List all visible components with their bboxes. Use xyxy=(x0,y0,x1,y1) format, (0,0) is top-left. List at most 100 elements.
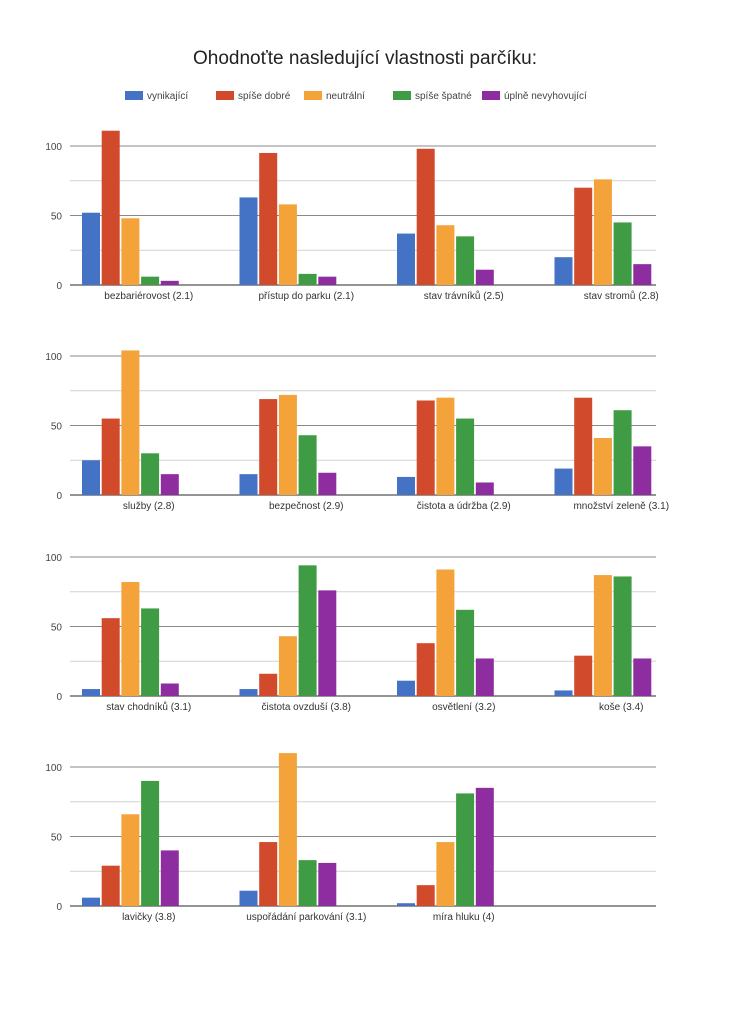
bar-4-3-4 xyxy=(456,793,475,906)
bar-3-2-2 xyxy=(259,673,278,696)
bar-2-3-5 xyxy=(475,482,494,495)
bar-3-1-3 xyxy=(121,582,140,696)
bar-4-2-4 xyxy=(298,860,317,906)
y-tick-label: 100 xyxy=(45,352,62,363)
legend-label-0: vynikající xyxy=(147,91,188,102)
bar-3-4-3 xyxy=(593,575,612,696)
chart-panel-2: 0 50 100 služby (2.8) bezpečnost (2.9) čistot… xyxy=(45,350,669,512)
y-tick-label: 50 xyxy=(51,422,63,433)
bar-3-4-2 xyxy=(574,655,593,696)
legend-label-4: úplně nevyhovující xyxy=(504,91,587,102)
bar-2-4-3 xyxy=(593,438,612,495)
bar-1-2-3 xyxy=(278,204,297,285)
category-label: služby (2.8) xyxy=(123,501,175,512)
y-tick-label: 50 xyxy=(51,623,63,634)
bar-3-3-1 xyxy=(397,680,415,696)
bar-1-2-5 xyxy=(318,276,337,285)
bar-3-2-4 xyxy=(298,565,317,696)
category-label: čistota a údržba (2.9) xyxy=(417,501,511,512)
bar-3-1-4 xyxy=(141,608,160,696)
bar-2-1-5 xyxy=(160,474,179,495)
bar-2-1-3 xyxy=(121,350,140,495)
category-label: lavičky (3.8) xyxy=(122,912,175,923)
bar-1-3-5 xyxy=(475,269,494,285)
chart-legend: vynikající spíše dobré neutrální spíše špat… xyxy=(125,91,587,102)
bar-1-1-5 xyxy=(160,280,179,285)
bar-2-4-4 xyxy=(613,410,632,495)
category-label: bezbariérovost (2.1) xyxy=(104,291,193,302)
bar-1-1-2 xyxy=(101,130,120,285)
bar-3-3-5 xyxy=(475,658,494,696)
bar-4-1-1 xyxy=(82,897,100,906)
bar-1-3-1 xyxy=(397,233,415,285)
category-label: čistota ovzduší (3.8) xyxy=(262,702,351,713)
bar-2-4-2 xyxy=(574,397,593,495)
bar-3-4-1 xyxy=(554,690,573,696)
bar-4-1-2 xyxy=(101,865,120,906)
bar-2-2-2 xyxy=(259,399,278,495)
category-label: množství zeleně (3.1) xyxy=(573,501,669,512)
legend-swatch-0 xyxy=(125,91,143,100)
bar-2-2-4 xyxy=(298,435,317,495)
bar-1-2-4 xyxy=(298,273,317,285)
legend-label-1: spíše dobré xyxy=(238,91,291,102)
bar-3-3-2 xyxy=(416,643,435,696)
category-label: přístup do parku (2.1) xyxy=(258,291,354,302)
bar-1-2-2 xyxy=(259,152,278,285)
bar-1-4-3 xyxy=(593,179,612,285)
bar-2-2-5 xyxy=(318,472,337,495)
category-label: bezpečnost (2.9) xyxy=(269,501,344,512)
bar-2-4-1 xyxy=(554,468,573,495)
bar-2-2-3 xyxy=(278,394,297,495)
legend-label-3: spíše špatné xyxy=(415,91,472,102)
bar-3-3-4 xyxy=(456,609,475,696)
bar-2-4-5 xyxy=(633,446,652,495)
bar-1-3-4 xyxy=(456,236,475,285)
y-tick-label: 0 xyxy=(56,491,62,502)
bar-4-1-4 xyxy=(141,780,160,906)
legend-swatch-2 xyxy=(304,91,322,100)
bar-3-1-1 xyxy=(82,689,100,696)
bar-4-1-5 xyxy=(160,850,179,906)
bar-4-2-3 xyxy=(278,753,297,906)
bar-1-1-1 xyxy=(82,212,100,285)
bar-1-4-5 xyxy=(633,264,652,285)
y-tick-label: 0 xyxy=(56,692,62,703)
bar-4-3-3 xyxy=(436,842,455,906)
category-label: stav trávníků (2.5) xyxy=(424,290,504,302)
bar-2-3-2 xyxy=(416,400,435,495)
y-tick-label: 100 xyxy=(45,763,62,774)
category-label: koše (3.4) xyxy=(599,702,643,713)
bar-2-2-1 xyxy=(239,474,258,495)
legend-label-2: neutrální xyxy=(326,91,365,102)
bar-1-2-1 xyxy=(239,197,258,285)
bar-2-3-4 xyxy=(456,418,475,495)
bar-4-2-5 xyxy=(318,862,337,906)
category-label: stav chodníků (3.1) xyxy=(106,701,191,713)
y-tick-label: 0 xyxy=(56,281,62,292)
bar-3-4-4 xyxy=(613,576,632,696)
chart-panel-3: 0 50 100 stav chodníků (3.1) čistota ovzduší… xyxy=(45,553,656,713)
bar-1-4-1 xyxy=(554,257,573,285)
bar-4-3-5 xyxy=(475,787,494,906)
bar-3-2-5 xyxy=(318,590,337,696)
bar-3-4-5 xyxy=(633,658,652,696)
legend-swatch-4 xyxy=(482,91,500,100)
bar-2-3-3 xyxy=(436,397,455,495)
bar-1-3-3 xyxy=(436,225,455,285)
legend-swatch-3 xyxy=(393,91,411,100)
y-tick-label: 50 xyxy=(51,212,63,223)
legend-swatch-1 xyxy=(216,91,234,100)
bar-2-3-1 xyxy=(397,476,415,495)
bar-3-2-3 xyxy=(278,636,297,696)
chart-panel-1: 0 50 100 bezbariérovost (2.1) přístup do par… xyxy=(45,130,659,302)
bar-4-3-1 xyxy=(397,903,415,906)
bar-1-4-4 xyxy=(613,222,632,285)
y-tick-label: 50 xyxy=(51,833,63,844)
bar-1-3-2 xyxy=(416,148,435,285)
bar-2-1-2 xyxy=(101,418,120,495)
bar-1-1-4 xyxy=(141,276,160,285)
bar-4-3-2 xyxy=(416,885,435,906)
category-label: míra hluku (4) xyxy=(433,912,495,923)
